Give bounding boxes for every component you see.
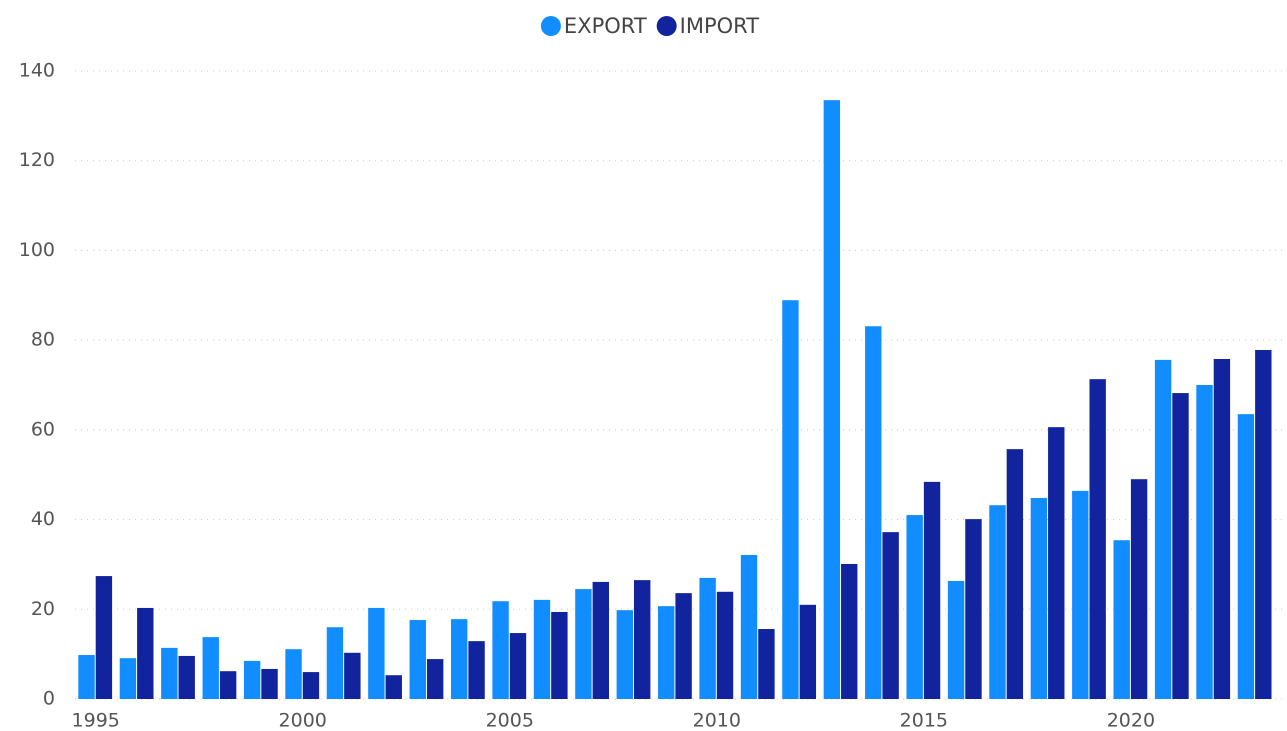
bar [95,576,113,699]
bar [1255,350,1272,699]
bar [551,611,568,699]
x-tick-label: 1995 [72,710,120,731]
bar [716,591,734,699]
bar [1113,540,1130,699]
bar [1213,358,1231,699]
x-tick-label: 2010 [693,710,741,731]
bar [699,577,716,699]
bar [634,580,651,699]
bar [178,655,195,699]
legend-marker [540,16,561,36]
bar [841,563,858,699]
bar [533,599,551,699]
bar [965,519,982,699]
bar [368,607,385,699]
x-tick-label: 2000 [279,710,327,731]
bar [1237,414,1255,699]
bar [782,300,799,699]
bar [1089,379,1106,699]
bar [616,610,634,699]
y-tick-label: 140 [19,60,55,82]
bar [326,627,344,699]
y-tick-label: 40 [31,508,55,530]
bar [575,589,592,699]
bar [658,606,675,699]
bar [285,649,302,699]
bar [1154,359,1172,699]
y-tick-label: 100 [19,239,55,261]
bar [675,593,692,699]
bar [906,515,923,699]
y-tick-label: 0 [43,688,55,710]
bar [409,620,426,699]
legend: EXPORT IMPORT [540,14,760,38]
bar [1072,490,1089,699]
bar [78,655,95,699]
legend-marker [656,16,677,36]
bar [740,555,758,699]
bar [202,637,219,699]
bar [1130,479,1148,699]
bar [865,326,882,699]
bar [1006,449,1024,699]
bar [592,581,609,699]
legend-item: IMPORT [656,14,760,38]
bar [509,633,527,699]
bar [947,581,965,699]
bar [261,668,278,699]
bar [302,672,320,699]
bar [137,607,154,699]
bar [882,532,899,699]
y-tick-label: 60 [31,418,55,440]
bar [492,601,509,699]
bar [450,619,468,699]
bar [758,629,775,699]
bar [219,671,237,699]
y-tick-label: 80 [31,329,55,351]
bar [799,604,817,699]
bar [385,675,402,699]
bar [426,659,444,699]
bar [1172,393,1189,699]
y-tick-label: 20 [31,598,55,620]
bar [344,652,361,699]
x-tick-label: 2005 [486,710,534,731]
bar [468,641,485,699]
bar [923,481,941,699]
bar [989,505,1006,699]
bar [161,647,178,699]
legend-item: EXPORT [540,14,647,38]
legend-label: IMPORT [680,14,760,38]
bar [1030,498,1048,699]
legend-label: EXPORT [564,14,647,38]
bar [1196,385,1213,699]
x-tick-label: 2020 [1107,710,1155,731]
bar [119,658,137,699]
bar [823,100,841,699]
y-tick-label: 120 [19,149,55,171]
bar [1048,427,1065,699]
bar [243,660,261,699]
x-tick-label: 2015 [900,710,948,731]
